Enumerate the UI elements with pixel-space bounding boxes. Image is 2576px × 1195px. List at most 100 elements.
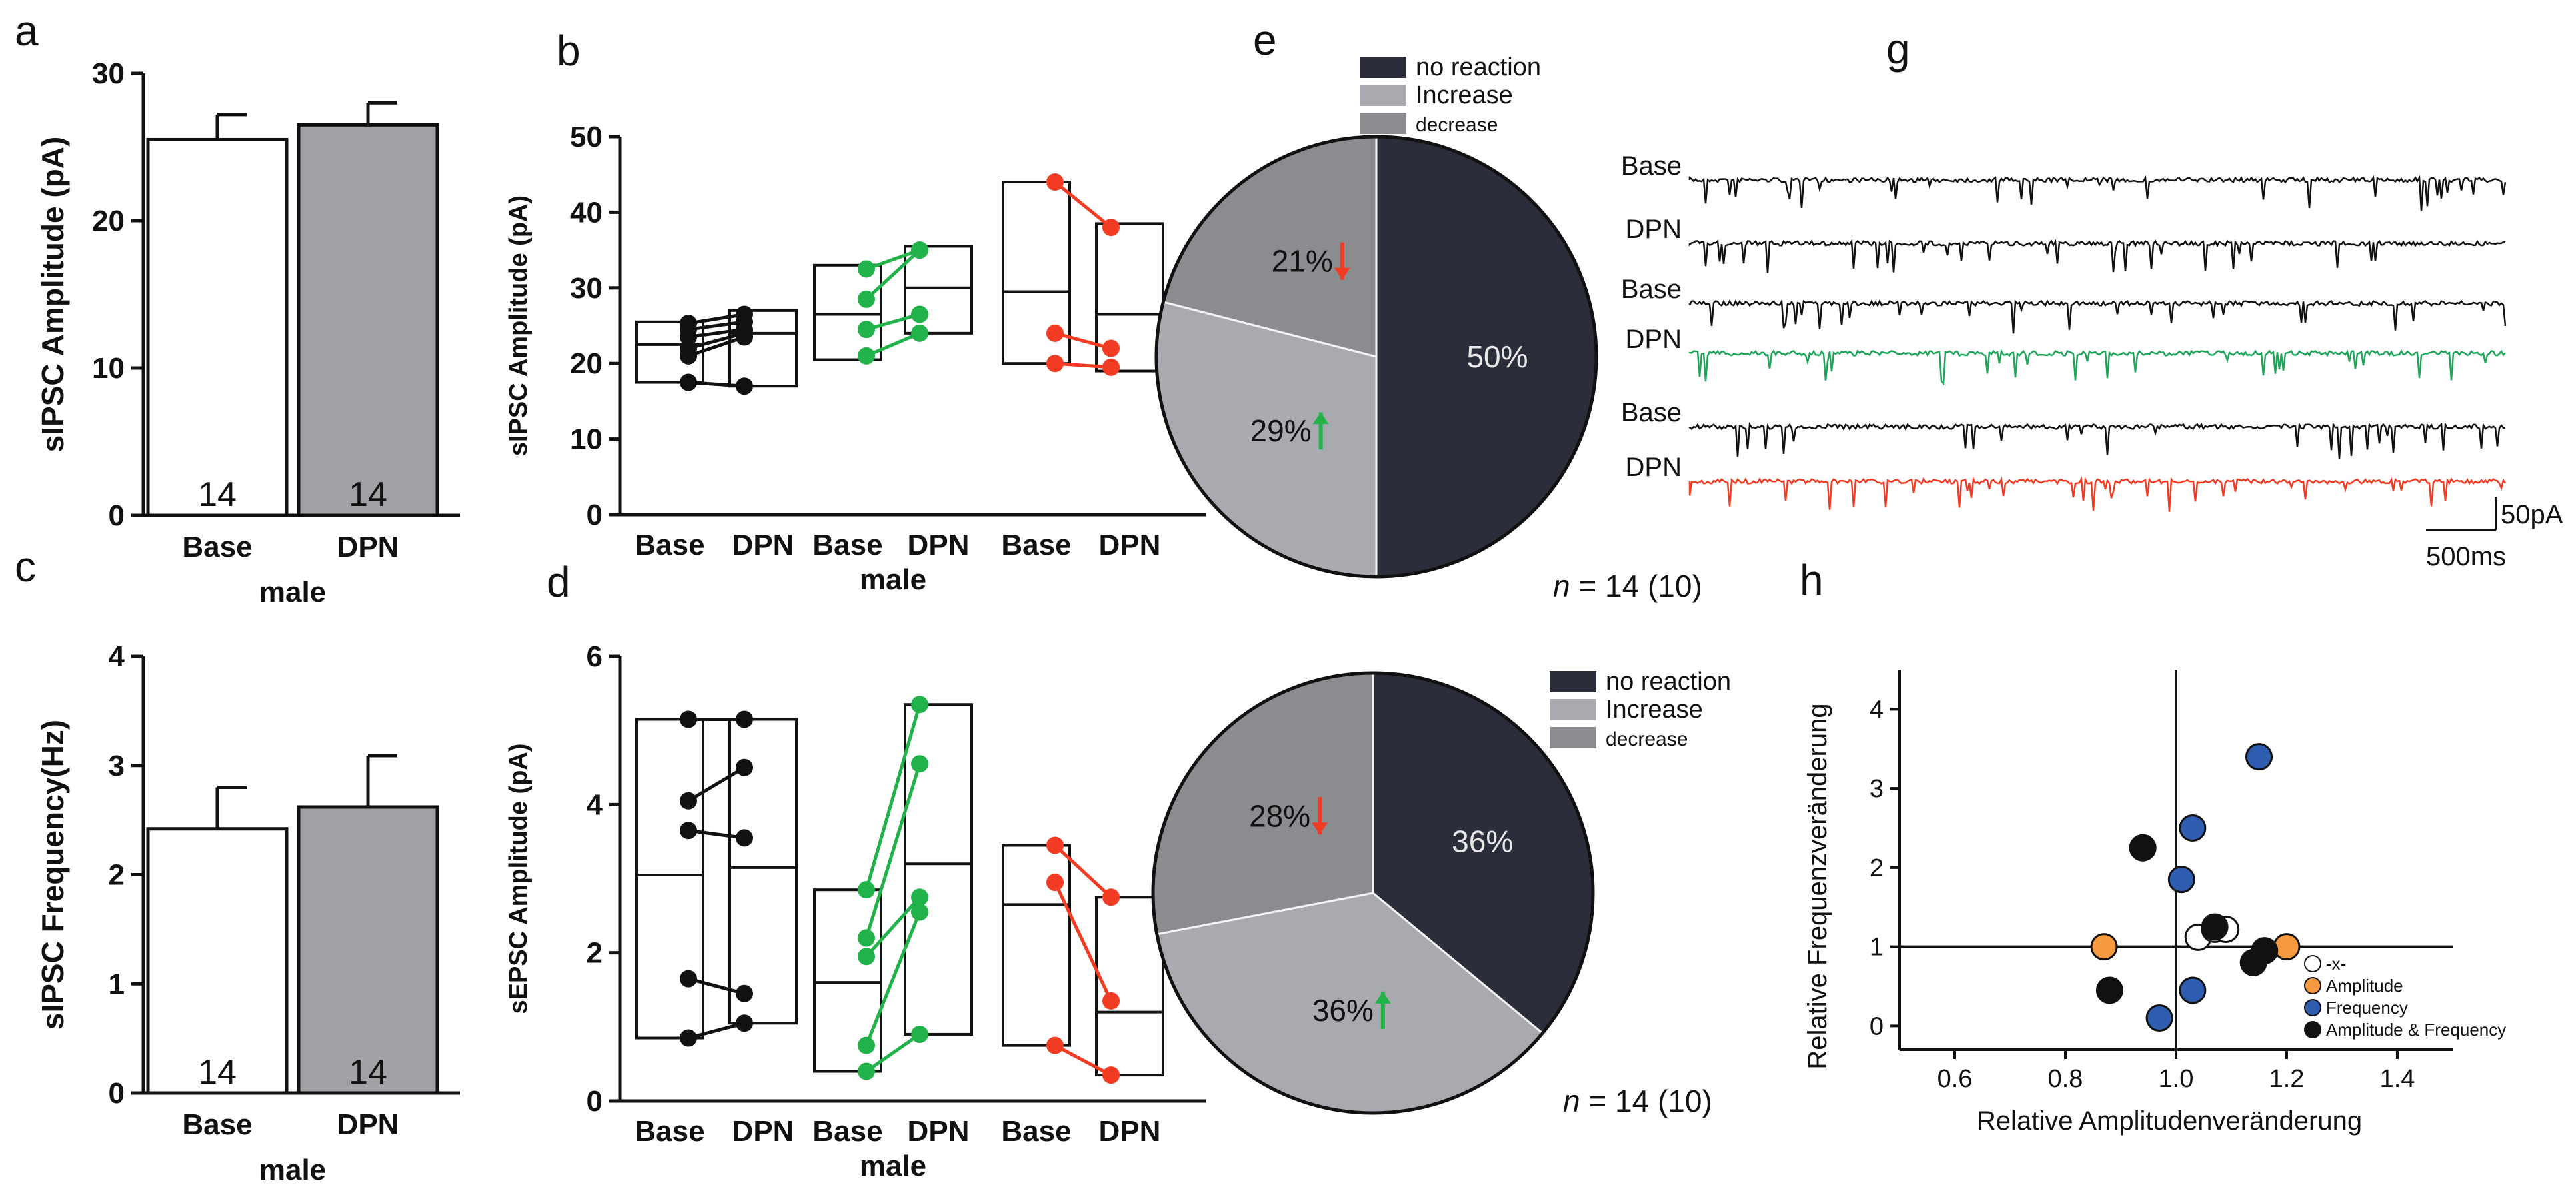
pair-line (865, 1032, 921, 1073)
data-point (1102, 1066, 1120, 1084)
scatter-point (2201, 913, 2229, 941)
x-axis-title: Relative Amplitudenveränderung (1977, 1106, 2362, 1136)
panel-label-g: g (1886, 25, 1910, 73)
pair-line (866, 331, 920, 358)
box (813, 263, 882, 361)
y-tick-label: 4 (109, 640, 125, 673)
box (813, 888, 882, 1073)
pair-line (1054, 1044, 1112, 1077)
legend-swatch (1550, 671, 1596, 692)
legend-label: Frequency (2326, 998, 2408, 1018)
x-axis-title: male (860, 563, 926, 596)
y-tick-label: 10 (92, 352, 125, 385)
box (904, 245, 973, 335)
scatter-point (2090, 933, 2118, 961)
scale-x-label: 500ms (2426, 542, 2506, 571)
x-tick-label: Base (812, 529, 882, 561)
y-axis-title: sIPSC Frequency(Hz) (35, 720, 70, 1030)
data-point (1102, 888, 1120, 906)
y-axis-title: sEPSC Amplitude (pA) (505, 743, 533, 1014)
pair-line (1054, 361, 1112, 369)
legend-label: Increase (1606, 696, 1703, 724)
y-tick-label: 2 (1870, 854, 1884, 882)
box (635, 718, 704, 1040)
legend-label: decrease (1606, 728, 1688, 750)
y-tick-label: 4 (587, 788, 603, 821)
pair-line (864, 704, 922, 890)
scatter-point (2167, 866, 2195, 894)
slice-percent: 21% (1272, 244, 1333, 279)
y-tick-label: 30 (570, 272, 603, 305)
panel-label-a: a (15, 7, 39, 55)
trace-line (1688, 348, 2506, 386)
n-value: = 14 (10) (1570, 569, 1702, 603)
n-text: n = 14 (10) (1553, 569, 1702, 603)
y-tick-label: 20 (570, 347, 603, 380)
bar-chart-c: 0 1 2 3 4 sIPSC Frequency(Hz) 14 Base 14 DPN male (35, 640, 460, 1186)
panel-label-e: e (1253, 16, 1277, 64)
data-point (858, 290, 875, 308)
scatter-point (2145, 1004, 2173, 1032)
y-tick-label: 10 (570, 423, 603, 456)
trace-panel-g: Base DPN Base DPN Base DPN 50pA 500ms (1621, 151, 2563, 571)
x-tick-label: DPN (732, 1115, 794, 1148)
trace-line (1688, 299, 2507, 334)
x-tick-label: Base (182, 531, 252, 563)
data-point (680, 792, 697, 810)
trace-label: Base (1621, 151, 1682, 181)
pair-line (688, 977, 745, 996)
slice-percent: 36% (1312, 993, 1374, 1028)
x-tick-label: Base (182, 1108, 252, 1141)
data-point (1102, 358, 1120, 376)
pie-outline (1154, 135, 1598, 579)
down-arrow-head-icon (1312, 822, 1328, 835)
legend-swatch (1550, 727, 1596, 748)
trace-line (1688, 175, 2507, 211)
bar-n-label: 14 (198, 475, 237, 514)
box-chart-d: 0 2 4 6 sEPSC Amplitude (pA) Base DPN Base DPN Ba… (505, 640, 1206, 1182)
scatter-point (2179, 976, 2207, 1004)
y-tick-label: 50 (570, 121, 603, 153)
legend-marker (2304, 1021, 2321, 1038)
y-tick-label: 20 (92, 205, 125, 237)
bar (146, 137, 289, 517)
data-point (1102, 219, 1120, 237)
bar-chart-a: 0 10 20 30 sIPSC Amplitude (pA) 14 Base 14 DPN ma… (35, 57, 460, 608)
data-point (736, 710, 753, 728)
data-point (911, 903, 928, 921)
y-tick-label: 30 (92, 57, 125, 90)
pair-line (688, 331, 745, 350)
bar (146, 827, 289, 1095)
legend-label: decrease (1416, 114, 1498, 136)
trace-label: Base (1621, 275, 1682, 304)
y-tick-label: 1 (1870, 934, 1884, 962)
y-tick-label: 1 (109, 968, 125, 1000)
scatter-point (2251, 937, 2279, 965)
n-italic: n (1553, 569, 1570, 603)
x-tick-label: 1.2 (2269, 1065, 2305, 1093)
data-point (911, 755, 928, 773)
x-axis-title: male (259, 576, 326, 608)
legend-label: no reaction (1416, 53, 1541, 81)
data-point (736, 305, 753, 323)
scatter-chart-h: 0.6 0.8 1.0 1.2 1.4 0 1 2 3 4 Relative Amplitudenv… (1803, 670, 2506, 1136)
y-axis-title: sIPSC Amplitude (pA) (35, 137, 70, 453)
data-point (911, 696, 928, 714)
trace-line (1688, 239, 2506, 273)
pair-line (688, 828, 745, 840)
data-point (1102, 992, 1120, 1010)
x-tick-label: Base (812, 1115, 882, 1148)
slice-percent: 50% (1466, 339, 1528, 374)
data-point (680, 373, 697, 391)
data-point (858, 321, 875, 339)
y-tick-label: 0 (109, 1077, 125, 1110)
y-tick-label: 0 (587, 499, 603, 531)
x-tick-label: 1.0 (2159, 1065, 2194, 1093)
data-point (1046, 874, 1064, 892)
data-point (1046, 836, 1064, 854)
scale-y-label: 50pA (2501, 500, 2563, 529)
scatter-point (2095, 976, 2123, 1004)
bar (297, 123, 439, 517)
y-tick-label: 40 (570, 196, 603, 229)
